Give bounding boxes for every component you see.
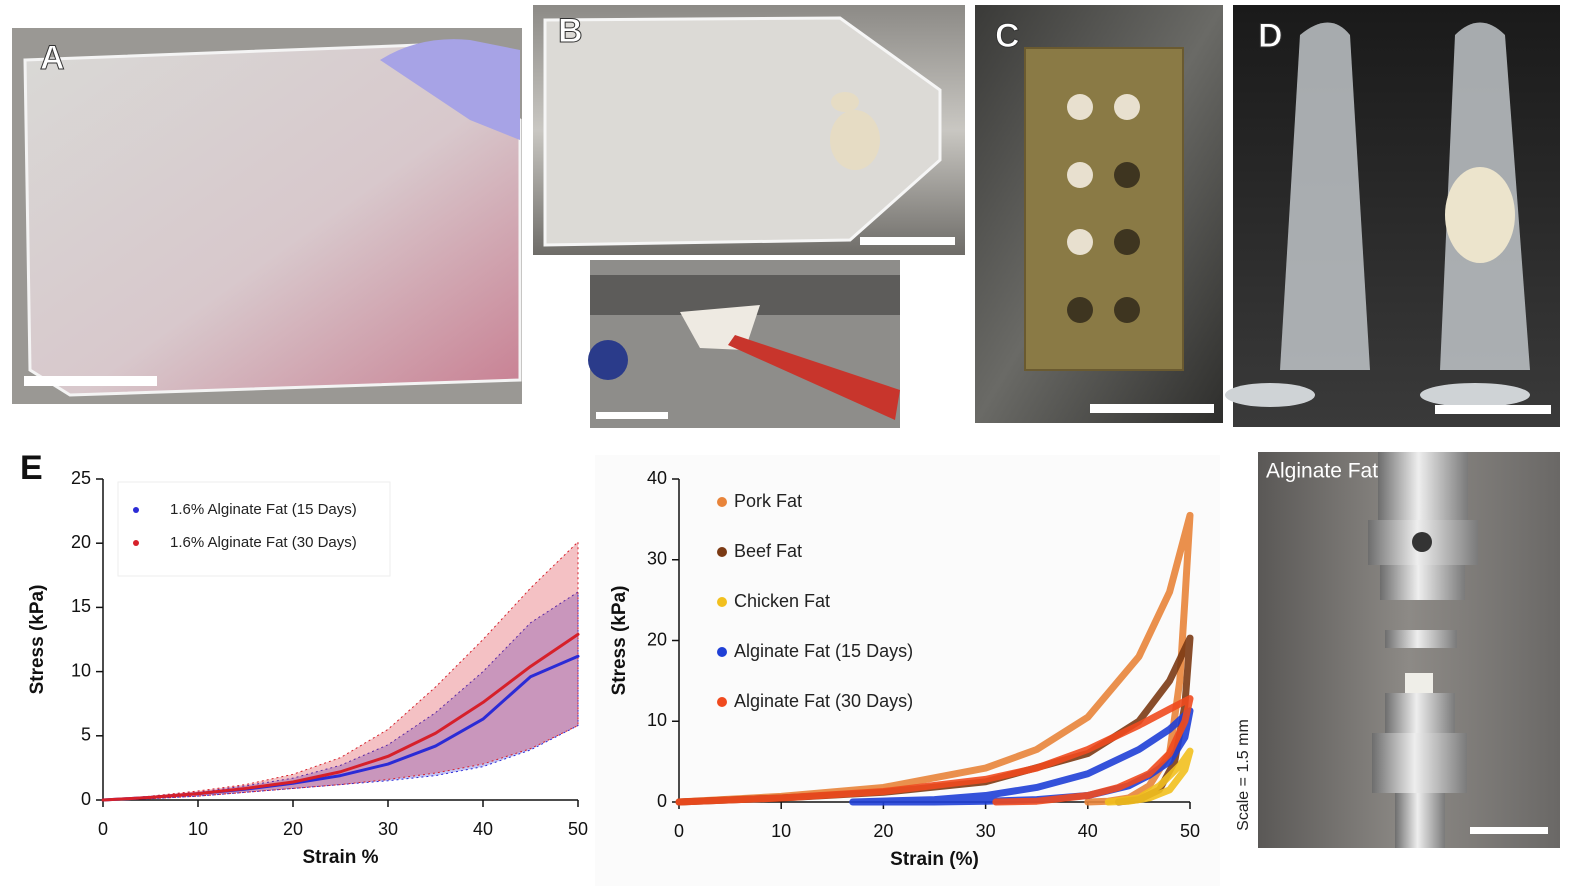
x-tick-label: 20 [283, 819, 303, 839]
legend-label: 1.6% Alginate Fat (30 Days) [170, 534, 357, 551]
x-tick-label: 0 [98, 819, 108, 839]
legend-label: Alginate Fat (30 Days) [734, 691, 913, 711]
y-tick-label: 5 [81, 725, 91, 745]
x-axis-label: Strain (%) [890, 849, 979, 870]
error-band [102, 591, 579, 801]
x-axis-label: Strain % [302, 847, 378, 868]
x-tick-label: 40 [473, 819, 493, 839]
y-axis-label: Stress (kPa) [27, 585, 48, 695]
legend-label: Chicken Fat [734, 591, 830, 611]
data-line [675, 511, 1194, 806]
error-band [102, 540, 579, 801]
x-tick-label: 10 [771, 821, 791, 841]
y-tick-label: 20 [647, 629, 667, 649]
y-tick-label: 25 [71, 468, 91, 488]
x-tick-label: 20 [873, 821, 893, 841]
y-tick-label: 10 [647, 710, 667, 730]
legend-label: Pork Fat [734, 491, 802, 511]
legend-marker [717, 647, 727, 657]
data-line [101, 632, 580, 802]
legend-marker [717, 697, 727, 707]
data-line [1104, 747, 1194, 806]
legend-marker [717, 547, 727, 557]
photo-c [975, 5, 1223, 423]
panel-label: D [1258, 17, 1283, 55]
data-line [675, 695, 1194, 806]
x-tick-label: 10 [188, 819, 208, 839]
y-tick-label: 0 [657, 791, 667, 811]
x-tick-label: 0 [674, 821, 684, 841]
y-tick-label: 20 [71, 532, 91, 552]
photo-title: Alginate Fat [1266, 460, 1378, 483]
plot-background [595, 455, 1220, 886]
x-tick-label: 50 [1180, 821, 1200, 841]
photo-b-inset [588, 260, 900, 428]
legend-box [117, 481, 391, 577]
x-tick-label: 30 [378, 819, 398, 839]
y-tick-label: 15 [71, 596, 91, 616]
photo-a [12, 28, 522, 404]
photo-b [533, 5, 965, 255]
legend-marker [717, 497, 727, 507]
x-tick-label: 50 [568, 819, 588, 839]
panel-label: C [995, 17, 1020, 55]
legend-marker [133, 540, 139, 546]
legend-marker [717, 597, 727, 607]
chart: 0 10 20 30 40 50 0 5 10 15 20 25 Strain % Stress (kPa… [27, 468, 588, 868]
legend-label: 1.6% Alginate Fat (15 Days) [170, 501, 357, 518]
y-tick-label: 40 [647, 468, 667, 488]
legend-label: Beef Fat [734, 541, 802, 561]
photo-d [1225, 5, 1560, 427]
x-tick-label: 40 [1078, 821, 1098, 841]
y-tick-label: 0 [81, 789, 91, 809]
photo-f [1258, 452, 1560, 848]
y-axis-label: Stress (kPa) [609, 586, 630, 696]
legend-marker [133, 507, 139, 513]
panel-label: A [40, 39, 65, 77]
panel-label: E [20, 449, 43, 487]
x-tick-label: 30 [976, 821, 996, 841]
chart: 0 10 20 30 40 50 0 10 20 30 40 Strain (%) Stress (kP… [595, 455, 1220, 886]
legend-label: Alginate Fat (15 Days) [734, 641, 913, 661]
y-tick-label: 10 [71, 660, 91, 680]
panel-label: B [558, 12, 583, 50]
y-tick-label: 30 [647, 549, 667, 569]
scale-label: Scale = 1.5 mm [1235, 719, 1252, 831]
